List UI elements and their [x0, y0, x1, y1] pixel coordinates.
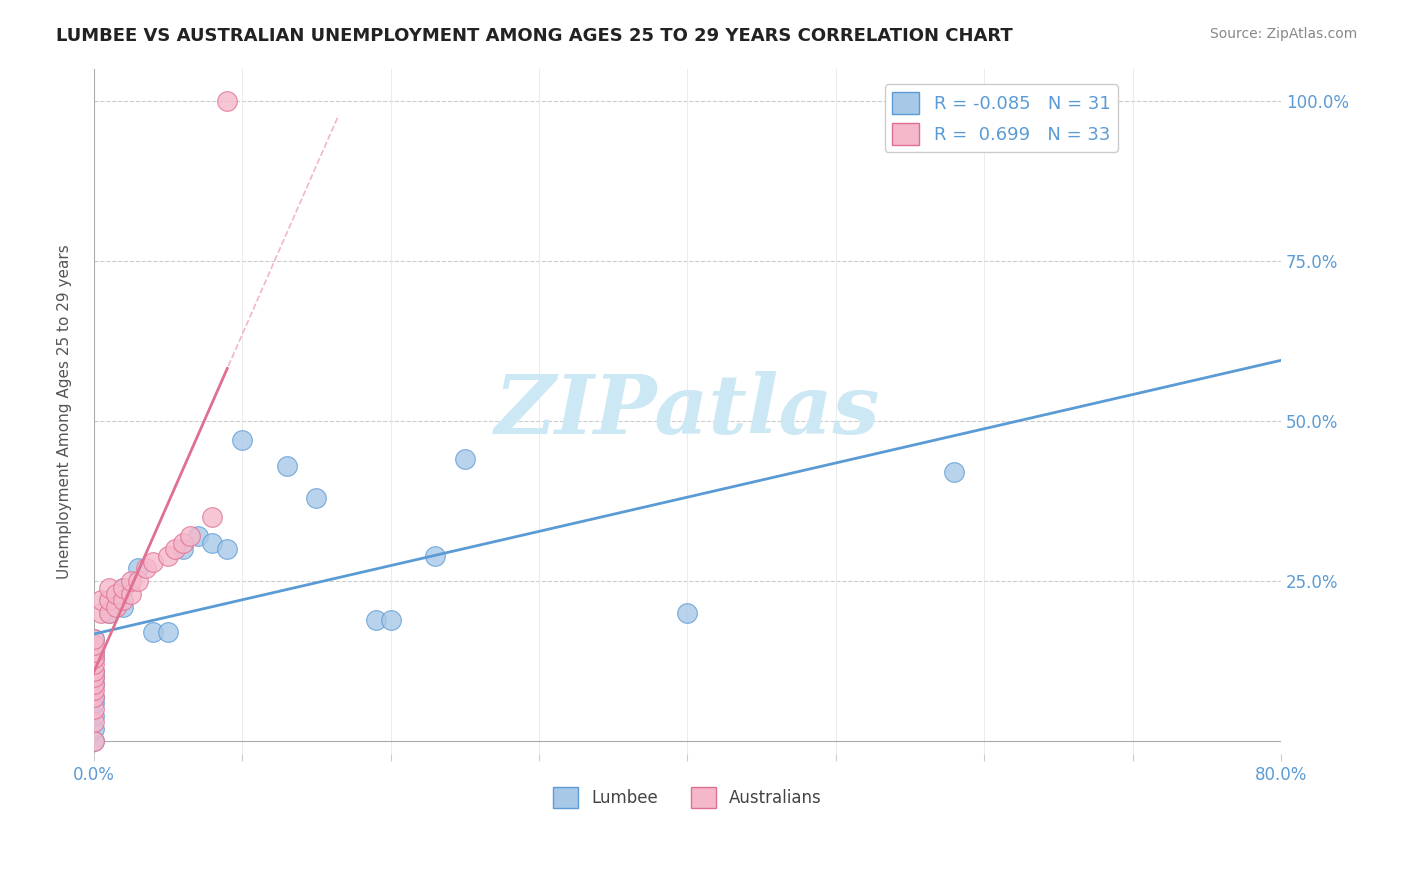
Point	[83, 632, 105, 646]
Point	[156, 625, 179, 640]
Point	[423, 549, 446, 563]
Point	[943, 465, 966, 479]
Point	[231, 434, 253, 448]
Point	[83, 702, 105, 716]
Point	[83, 690, 105, 704]
Point	[83, 696, 105, 710]
Point	[179, 529, 201, 543]
Point	[454, 452, 477, 467]
Point	[172, 535, 194, 549]
Point	[112, 581, 135, 595]
Point	[305, 491, 328, 505]
Point	[83, 722, 105, 736]
Point	[217, 542, 239, 557]
Point	[83, 645, 105, 659]
Point	[83, 632, 105, 646]
Point	[142, 555, 165, 569]
Point	[112, 599, 135, 614]
Y-axis label: Unemployment Among Ages 25 to 29 years: Unemployment Among Ages 25 to 29 years	[58, 244, 72, 579]
Point	[276, 458, 298, 473]
Point	[83, 664, 105, 678]
Point	[364, 613, 387, 627]
Point	[97, 606, 120, 620]
Point	[97, 593, 120, 607]
Point	[120, 587, 142, 601]
Text: LUMBEE VS AUSTRALIAN UNEMPLOYMENT AMONG AGES 25 TO 29 YEARS CORRELATION CHART: LUMBEE VS AUSTRALIAN UNEMPLOYMENT AMONG …	[56, 27, 1012, 45]
Point	[83, 664, 105, 678]
Point	[127, 574, 149, 589]
Point	[112, 593, 135, 607]
Point	[142, 625, 165, 640]
Point	[120, 574, 142, 589]
Point	[112, 581, 135, 595]
Point	[83, 651, 105, 665]
Point	[97, 593, 120, 607]
Legend: Lumbee, Australians: Lumbee, Australians	[546, 780, 828, 814]
Point	[83, 715, 105, 730]
Point	[156, 549, 179, 563]
Point	[97, 606, 120, 620]
Point	[83, 670, 105, 684]
Point	[165, 542, 187, 557]
Point	[83, 676, 105, 690]
Point	[83, 638, 105, 652]
Point	[83, 657, 105, 672]
Point	[104, 587, 127, 601]
Point	[90, 606, 112, 620]
Point	[380, 613, 402, 627]
Point	[83, 690, 105, 704]
Point	[83, 708, 105, 723]
Text: ZIPatlas: ZIPatlas	[495, 371, 880, 451]
Point	[135, 561, 157, 575]
Point	[201, 510, 224, 524]
Point	[83, 645, 105, 659]
Point	[127, 561, 149, 575]
Text: Source: ZipAtlas.com: Source: ZipAtlas.com	[1209, 27, 1357, 41]
Point	[172, 542, 194, 557]
Point	[90, 593, 112, 607]
Point	[187, 529, 209, 543]
Point	[217, 94, 239, 108]
Point	[83, 676, 105, 690]
Point	[83, 651, 105, 665]
Point	[83, 734, 105, 748]
Point	[97, 581, 120, 595]
Point	[83, 683, 105, 698]
Point	[676, 606, 699, 620]
Point	[104, 599, 127, 614]
Point	[83, 670, 105, 684]
Point	[83, 734, 105, 748]
Point	[201, 535, 224, 549]
